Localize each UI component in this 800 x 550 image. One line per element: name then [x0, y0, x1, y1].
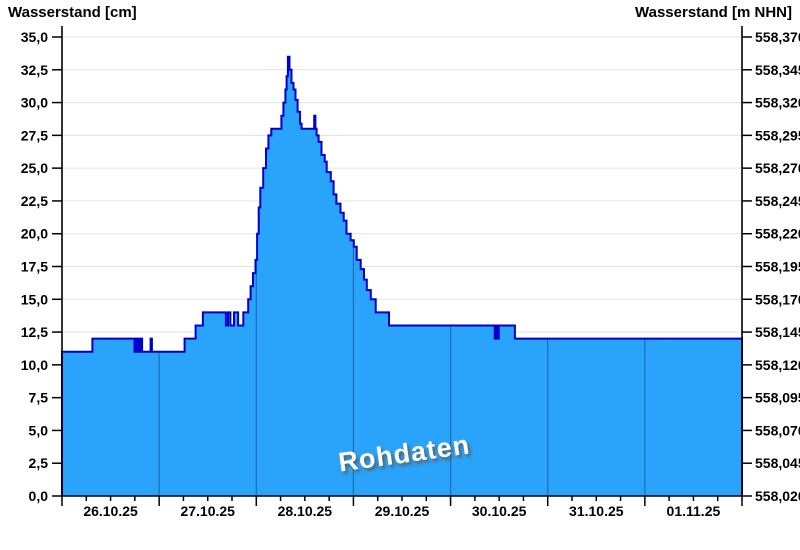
- area-outline: [61, 55, 743, 496]
- tick-label: 26.10.25: [83, 503, 138, 519]
- tick-label: 7,5: [29, 390, 49, 406]
- tick-label: 17,5: [21, 259, 48, 275]
- tick-label: 22,5: [21, 193, 48, 209]
- tick-label: 558,170: [755, 291, 800, 307]
- x-axis-date-labels: 26.10.25 27.10.25 28.10.25 29.10.25 30.10.25…: [83, 503, 720, 519]
- water-level-outline: [61, 55, 743, 496]
- tick-label: 558,070: [755, 422, 800, 438]
- tick-label: 25,0: [21, 160, 48, 176]
- area-fill: [62, 56, 742, 496]
- tick-label: 20,0: [21, 226, 48, 242]
- tick-label: 558,020: [755, 488, 800, 504]
- tick-label: 5,0: [29, 422, 49, 438]
- right-axis-title: Wasserstand [m NHN]: [635, 4, 792, 21]
- left-axis-ticks: 0,0 2,5 5,0 7,5 10,0 12,5 15,0 17,5 20,0 22,5 25,0…: [21, 29, 62, 504]
- right-axis-ticks: 558,020 558,045 558,070 558,095 558,120 558,1…: [742, 29, 800, 504]
- tick-label: 35,0: [21, 29, 48, 45]
- tick-label: 558,270: [755, 160, 800, 176]
- tick-label: 2,5: [29, 455, 49, 471]
- tick-label: 15,0: [21, 291, 48, 307]
- water-level-area: [62, 56, 742, 496]
- tick-label: 31.10.25: [569, 503, 624, 519]
- tick-label: 32,5: [21, 62, 48, 78]
- tick-label: 558,095: [755, 390, 800, 406]
- tick-label: 558,120: [755, 357, 800, 373]
- tick-label: 558,195: [755, 259, 800, 275]
- tick-label: 10,0: [21, 357, 48, 373]
- tick-label: 30,0: [21, 95, 48, 111]
- x-axis-ticks: [61, 496, 743, 506]
- tick-label: 27,5: [21, 127, 48, 143]
- tick-label: 29.10.25: [375, 503, 430, 519]
- tick-label: 558,295: [755, 127, 800, 143]
- tick-label: 558,045: [755, 455, 800, 471]
- tick-label: 558,220: [755, 226, 800, 242]
- tick-label: 558,345: [755, 62, 800, 78]
- tick-label: 558,145: [755, 324, 800, 340]
- tick-label: 30.10.25: [472, 503, 527, 519]
- tick-label: 27.10.25: [180, 503, 235, 519]
- tick-label: 0,0: [29, 488, 49, 504]
- tick-label: 558,320: [755, 95, 800, 111]
- tick-label: 01.11.25: [667, 503, 721, 519]
- tick-label: 558,370: [755, 29, 800, 45]
- tick-label: 28.10.25: [278, 503, 333, 519]
- day-gridlines: [158, 241, 646, 495]
- tick-label: 12,5: [21, 324, 48, 340]
- tick-label: 558,245: [755, 193, 800, 209]
- left-axis-title: Wasserstand [cm]: [8, 4, 137, 21]
